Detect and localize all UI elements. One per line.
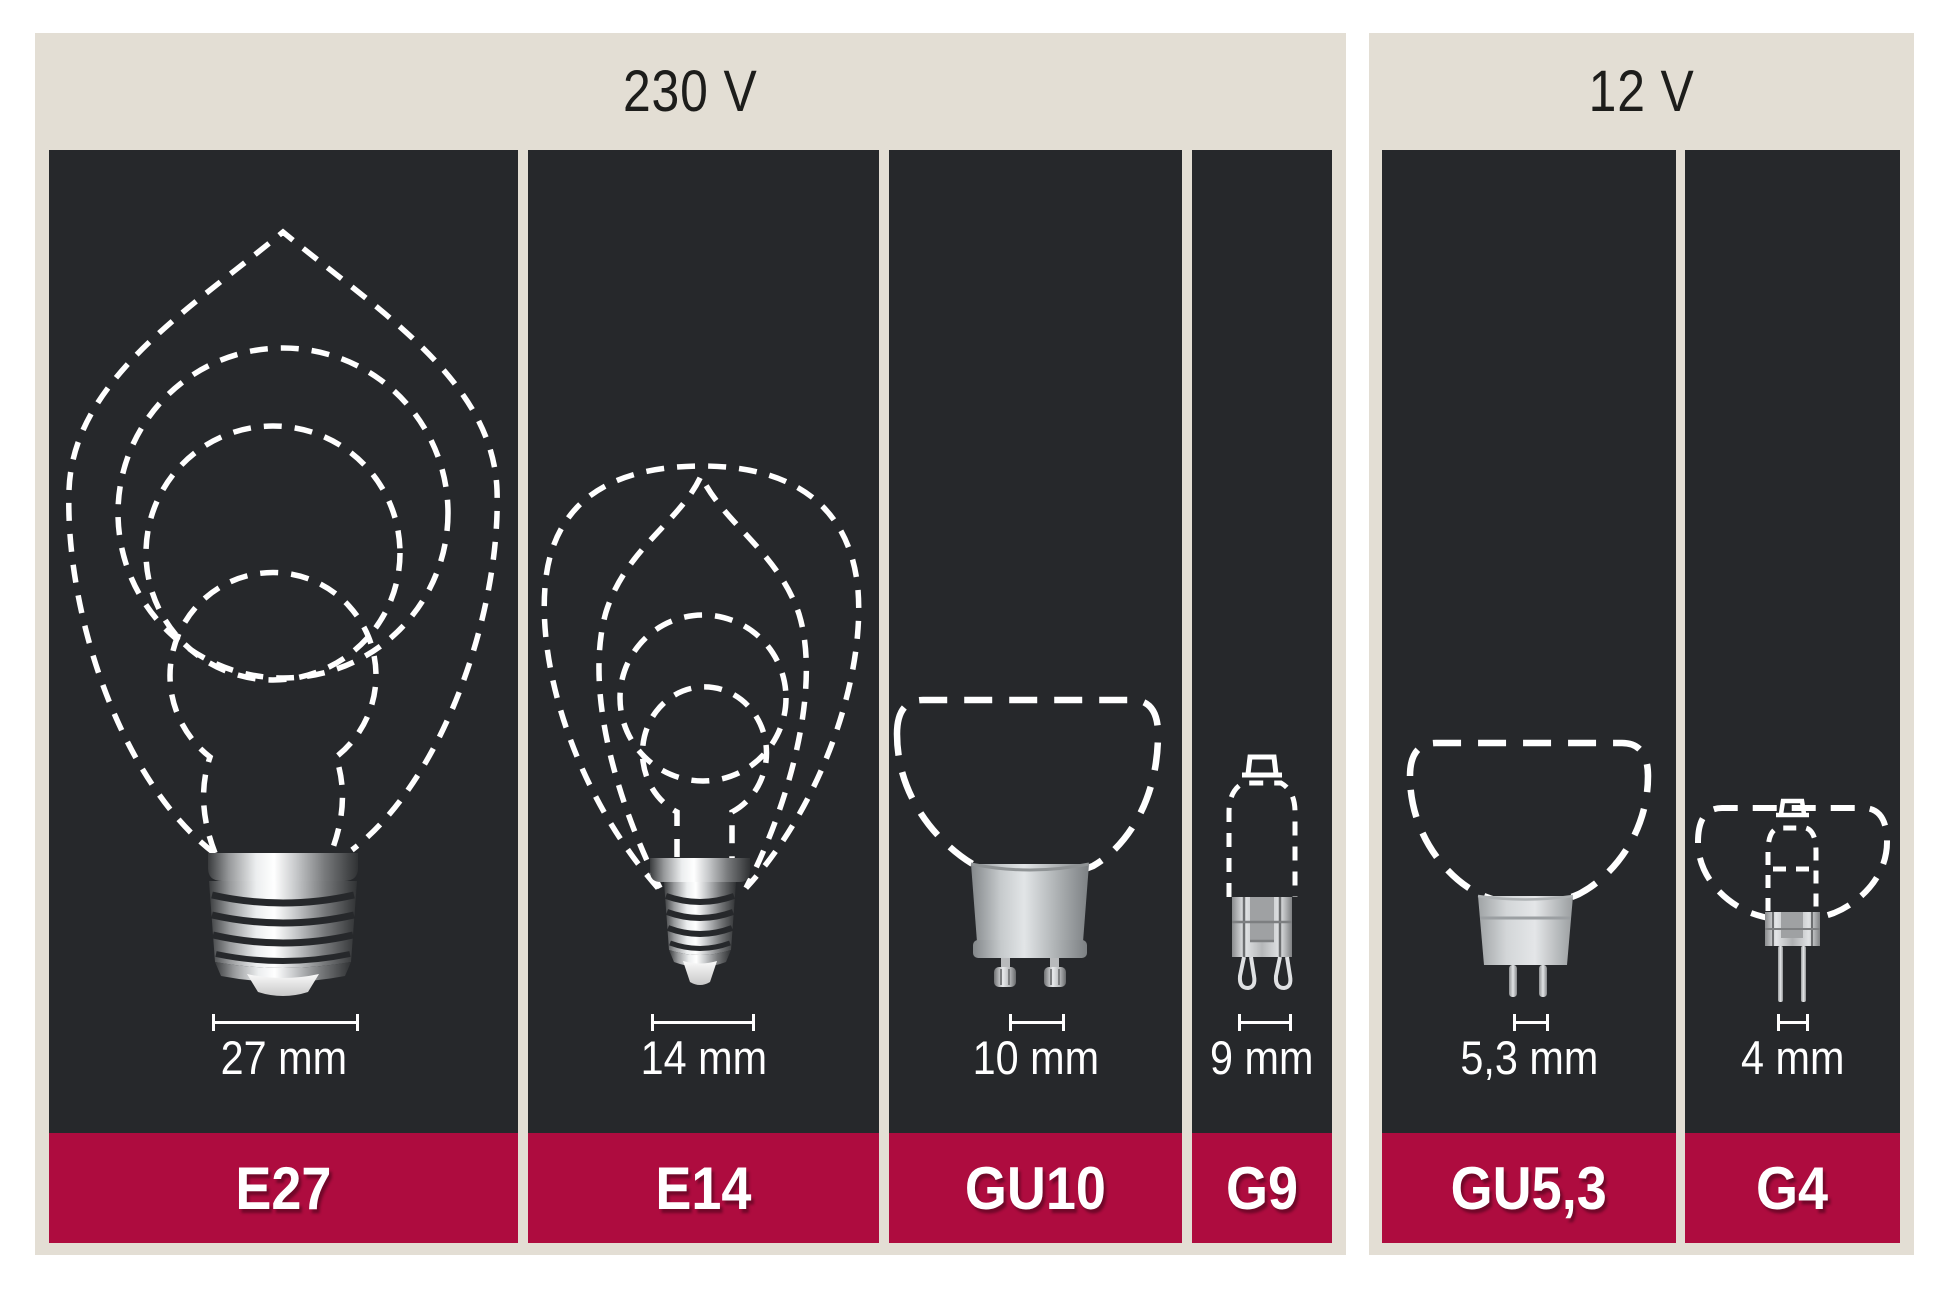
g4-dashed-capsule bbox=[1765, 825, 1819, 911]
gu53-bulb-illustration bbox=[1382, 150, 1676, 1133]
e14-dashed-outlines bbox=[541, 463, 862, 890]
g4-scale-bar bbox=[1777, 1014, 1809, 1031]
voltage-label-12v: 12 V bbox=[1588, 59, 1695, 124]
e14-socket-band: E14 bbox=[528, 1133, 879, 1243]
g4-base bbox=[1765, 912, 1820, 1002]
g4-socket-band: G4 bbox=[1685, 1133, 1900, 1243]
panel-header-12v: 12 V bbox=[1369, 33, 1914, 150]
gu10-base bbox=[970, 862, 1090, 987]
e27-bulb-illustration bbox=[49, 150, 518, 1133]
g9-socket-label: G9 bbox=[1225, 1154, 1299, 1222]
gu10-scale-bar bbox=[1009, 1014, 1065, 1031]
e14-screw-base bbox=[650, 858, 750, 985]
g9-socket-band: G9 bbox=[1192, 1133, 1332, 1243]
gu53-scale-bar bbox=[1513, 1014, 1549, 1031]
e27-bulb-shapes-svg bbox=[66, 228, 500, 996]
e27-dashed-outlines bbox=[66, 228, 500, 856]
panel-header-230v: 230 V bbox=[35, 33, 1346, 150]
e14-dimension-label: 14 mm bbox=[640, 1031, 767, 1084]
gu10-bulb-illustration bbox=[889, 150, 1182, 1133]
column-g9: 9 mm G9 bbox=[1192, 150, 1332, 1243]
gu10-socket-label: GU10 bbox=[964, 1154, 1107, 1222]
gu53-dashed-outline bbox=[1406, 739, 1652, 909]
e14-bulb-illustration bbox=[528, 150, 879, 1133]
gu10-socket-band: GU10 bbox=[889, 1133, 1182, 1243]
e27-scale-bar bbox=[212, 1014, 359, 1031]
column-e14: 14 mm E14 bbox=[528, 150, 879, 1243]
columns-230v: 27 mm E27 bbox=[49, 150, 1332, 1243]
g4-top-nub bbox=[1776, 798, 1809, 818]
gu53-base bbox=[1477, 894, 1574, 997]
e27-screw-base bbox=[208, 853, 358, 996]
gu10-bulb-shapes-svg bbox=[893, 696, 1162, 987]
g4-bulb-shapes-svg bbox=[1694, 798, 1891, 1002]
g9-base bbox=[1232, 897, 1293, 991]
gu10-dimension-label: 10 mm bbox=[972, 1031, 1099, 1084]
column-gu53: 5,3 mm GU5,3 bbox=[1382, 150, 1676, 1243]
e14-socket-label: E14 bbox=[655, 1154, 752, 1222]
g9-bulb-illustration bbox=[1192, 150, 1332, 1133]
column-g4: 4 mm G4 bbox=[1685, 150, 1900, 1243]
gu53-bulb-shapes-svg bbox=[1406, 739, 1652, 997]
e27-dimension-label: 27 mm bbox=[220, 1031, 347, 1084]
e27-socket-band: E27 bbox=[49, 1133, 518, 1243]
g9-dashed-capsule bbox=[1226, 780, 1298, 897]
g9-bulb-shapes-svg bbox=[1226, 754, 1298, 991]
panel-230v: 230 V bbox=[35, 33, 1346, 1255]
g4-socket-label: G4 bbox=[1756, 1154, 1829, 1222]
voltage-label-230v: 230 V bbox=[623, 59, 758, 124]
panel-12v: 12 V bbox=[1369, 33, 1914, 1255]
e14-scale-bar bbox=[651, 1014, 755, 1031]
gu53-dimension-label: 5,3 mm bbox=[1460, 1031, 1598, 1084]
e14-bulb-shapes-svg bbox=[541, 463, 862, 985]
g9-dimension-label: 9 mm bbox=[1210, 1031, 1314, 1084]
g4-dimension-label: 4 mm bbox=[1740, 1031, 1845, 1084]
g9-top-nub bbox=[1242, 754, 1282, 778]
column-gu10: 10 mm GU10 bbox=[889, 150, 1182, 1243]
g9-scale-bar bbox=[1238, 1014, 1292, 1031]
columns-12v: 5,3 mm GU5,3 bbox=[1382, 150, 1900, 1243]
g4-bulb-illustration bbox=[1685, 150, 1900, 1133]
gu53-socket-label: GU5,3 bbox=[1450, 1154, 1608, 1222]
column-e27: 27 mm E27 bbox=[49, 150, 518, 1243]
e27-socket-label: E27 bbox=[235, 1154, 332, 1222]
gu53-socket-band: GU5,3 bbox=[1382, 1133, 1676, 1243]
gu10-dashed-outline bbox=[893, 696, 1162, 882]
g4-dashed-outline bbox=[1694, 805, 1891, 924]
